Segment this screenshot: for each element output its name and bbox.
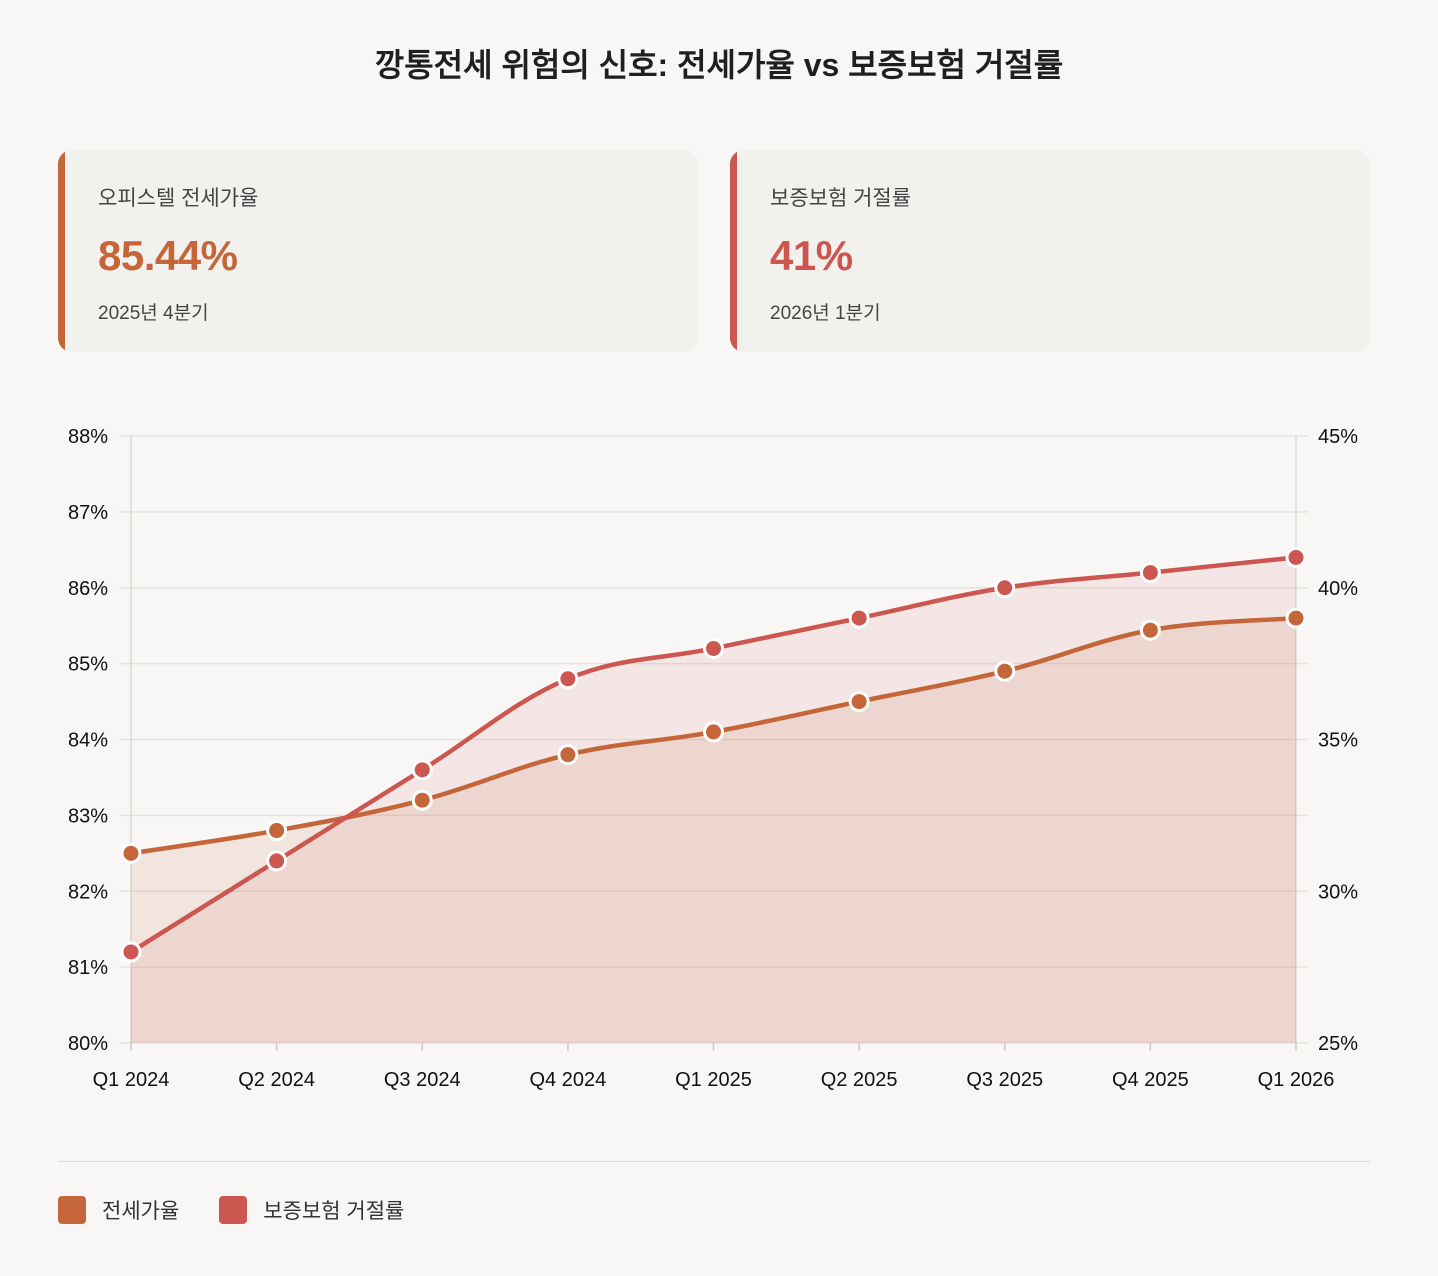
y-left-tick-label: 86%: [68, 578, 108, 600]
y-left-tick-label: 82%: [68, 881, 108, 903]
legend-item-jeonse-ratio: 전세가율: [58, 1195, 179, 1225]
data-point: [1139, 619, 1161, 641]
x-tick-label: Q3 2025: [966, 1069, 1043, 1091]
stat-card-period: 2025년 4분기: [98, 303, 209, 324]
x-tick-label: Q2 2024: [238, 1069, 315, 1091]
x-tick-label: Q4 2025: [1112, 1069, 1189, 1091]
x-tick-label: Q1 2024: [93, 1069, 170, 1091]
stat-card-period: 2026년 1분기: [770, 303, 881, 324]
y-left-tick-label: 83%: [68, 805, 108, 827]
y-right-tick-label: 40%: [1318, 578, 1358, 600]
x-tick-label: Q1 2025: [675, 1069, 752, 1091]
x-tick-label: Q2 2025: [821, 1069, 898, 1091]
chart-title: 깡통전세 위험의 신호: 전세가율 vs 보증보험 거절률: [374, 47, 1064, 83]
stat-card-value: 41%: [770, 232, 853, 279]
series-area-fill: [131, 618, 1296, 1043]
data-point: [557, 744, 579, 766]
data-point: [848, 607, 870, 629]
stat-card-jeonse-ratio: 오피스텔 전세가율 85.44% 2025년 4분기: [58, 150, 698, 352]
stat-card-value: 85.44%: [98, 232, 238, 279]
y-left-tick-label: 81%: [68, 957, 108, 979]
stat-card-label: 오피스텔 전세가율: [98, 187, 259, 210]
data-point: [266, 820, 288, 842]
y-right-tick-label: 35%: [1318, 730, 1358, 752]
y-right-tick-label: 25%: [1318, 1033, 1358, 1055]
data-point: [1285, 607, 1307, 629]
legend-divider: [58, 1161, 1370, 1162]
y-right-tick-label: 30%: [1318, 881, 1358, 903]
y-left-tick-label: 80%: [68, 1033, 108, 1055]
x-tick-label: Q1 2026: [1258, 1069, 1335, 1091]
data-point: [120, 941, 142, 963]
stat-card-label: 보증보험 거절률: [770, 187, 912, 210]
legend-label: 보증보험 거절률: [263, 1200, 405, 1223]
data-point: [411, 759, 433, 781]
data-point: [266, 850, 288, 872]
y-left-tick-label: 88%: [68, 426, 108, 448]
legend-swatch: [219, 1196, 248, 1224]
data-point: [994, 660, 1016, 682]
data-point: [703, 721, 724, 743]
data-point: [1139, 562, 1161, 584]
line-chart: 80% 81% 82% 83% 84% 85% 86% 87% 88% 25% 30% 35% 40% 4…: [68, 426, 1358, 1091]
stat-card-rejection-rate: 보증보험 거절률 41% 2026년 1분기: [730, 150, 1370, 352]
data-point: [703, 637, 724, 659]
data-point: [1285, 546, 1307, 568]
data-point: [557, 668, 579, 690]
legend-item-rejection-rate: 보증보험 거절률: [219, 1195, 404, 1225]
y-left-tick-label: 84%: [68, 730, 108, 752]
x-tick-label: Q4 2024: [530, 1069, 607, 1091]
y-left-tick-label: 85%: [68, 654, 108, 676]
data-point: [120, 842, 142, 864]
legend: 전세가율 보증보험 거절률: [58, 1195, 444, 1225]
legend-swatch: [58, 1196, 86, 1224]
y-left-tick-label: 87%: [68, 502, 108, 524]
y-right-tick-label: 45%: [1318, 426, 1358, 448]
x-tick-label: Q3 2024: [384, 1069, 461, 1091]
data-point: [848, 691, 870, 713]
legend-label: 전세가율: [102, 1200, 180, 1223]
data-point: [411, 789, 433, 811]
data-point: [994, 577, 1016, 599]
